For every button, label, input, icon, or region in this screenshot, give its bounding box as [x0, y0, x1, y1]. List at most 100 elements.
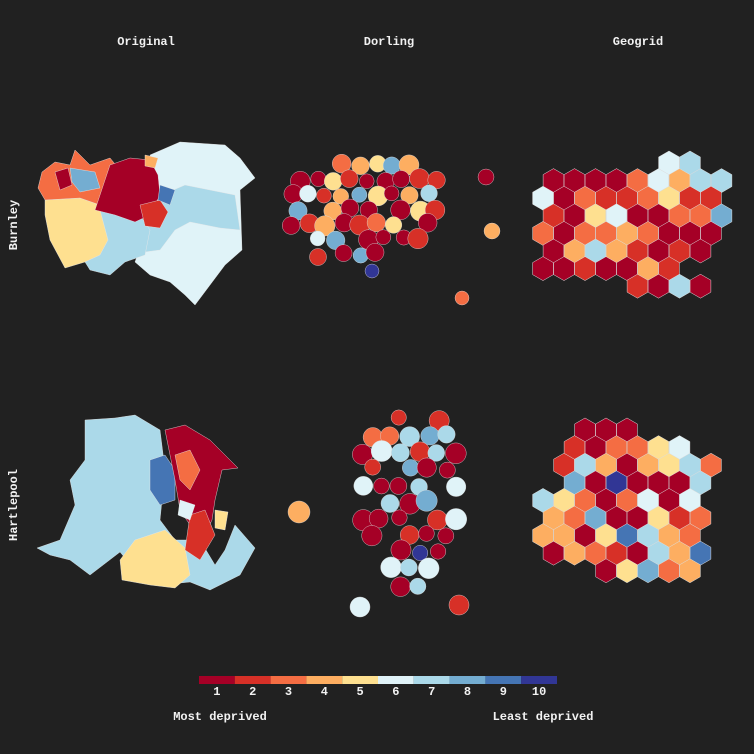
dorling-circle — [282, 216, 301, 235]
legend-label: 6 — [392, 685, 399, 699]
dorling-circle — [407, 228, 429, 249]
dorling-circle — [412, 545, 429, 561]
legend-swatch — [270, 676, 307, 684]
dorling-circle — [391, 509, 408, 526]
dorling-circle — [299, 185, 317, 203]
dorling-circle — [351, 186, 368, 203]
dorling-circle — [353, 476, 374, 496]
legend-label: 4 — [321, 685, 328, 699]
column-title: Geogrid — [613, 35, 663, 49]
dorling-circle — [448, 594, 470, 616]
dorling-circle — [445, 508, 467, 531]
dorling-circle — [427, 171, 446, 190]
geogrid-hex — [689, 273, 712, 299]
area — [214, 509, 229, 531]
dorling-circle — [380, 494, 400, 513]
area — [177, 499, 196, 521]
dorling-circle — [369, 508, 389, 529]
legend-label: 8 — [464, 685, 471, 699]
dorling-circle — [326, 230, 346, 250]
dorling-circle — [420, 184, 438, 202]
dorling-circle — [332, 188, 349, 205]
dorling-circle — [351, 156, 370, 175]
dorling-circle — [324, 172, 343, 191]
legend-label: 9 — [500, 685, 507, 699]
row-label: Hartlepool — [7, 469, 21, 541]
dorling-circle — [445, 442, 467, 464]
legend-swatch — [485, 676, 522, 684]
dorling-circle — [287, 500, 311, 524]
dorling-circle — [365, 243, 385, 262]
legend-swatch — [378, 676, 414, 684]
legend-swatch — [521, 676, 557, 684]
dorling-circle — [359, 173, 375, 189]
legend-low: Most deprived — [173, 710, 267, 724]
dorling-circle — [383, 185, 400, 202]
dorling-circle — [373, 477, 390, 495]
area — [184, 509, 216, 561]
dorling-circle — [400, 186, 419, 205]
dorling-circle — [366, 213, 386, 233]
dorling-circle — [316, 187, 332, 204]
dorling-circle — [340, 169, 359, 188]
legend-swatch — [413, 676, 450, 684]
dorling-circle — [310, 171, 327, 187]
dorling-circle — [375, 229, 391, 245]
dorling-circle — [364, 458, 381, 476]
column-title: Original — [117, 35, 175, 49]
dorling-circle — [364, 263, 380, 279]
legend-high: Least deprived — [493, 710, 594, 724]
legend-label: 7 — [428, 685, 435, 699]
dorling-circle — [391, 443, 410, 462]
dorling-circle — [454, 290, 470, 306]
dorling-circle — [309, 230, 326, 247]
area — [139, 199, 169, 229]
legend-swatch — [306, 676, 343, 684]
dorling-circle — [409, 577, 427, 595]
dorling-circle — [402, 459, 420, 477]
dorling-circle — [430, 543, 447, 560]
dorling-circle — [389, 477, 408, 495]
dorling-circle — [415, 489, 438, 512]
burnley-original — [37, 141, 256, 306]
dorling-circle — [332, 154, 352, 174]
area — [69, 167, 101, 193]
legend-label: 10 — [532, 685, 546, 699]
dorling-circle — [420, 426, 440, 446]
dorling-circle — [349, 596, 371, 618]
row-label: Burnley — [7, 200, 21, 250]
dorling-circle — [385, 216, 403, 234]
legend-swatch — [199, 676, 235, 684]
legend-label: 1 — [213, 685, 220, 699]
area — [119, 529, 191, 589]
dorling-circle — [400, 558, 418, 577]
dorling-circle — [437, 425, 456, 444]
dorling-circle — [380, 556, 402, 578]
dorling-circle — [361, 525, 383, 547]
dorling-circle — [437, 527, 455, 545]
dorling-circle — [334, 244, 353, 262]
dorling-circle — [390, 409, 407, 426]
dorling-circle — [390, 576, 411, 597]
dorling-circle — [390, 539, 412, 561]
dorling-circle — [483, 222, 501, 240]
area — [157, 184, 176, 206]
geogrid-hex — [679, 558, 701, 584]
legend-swatch — [342, 676, 378, 684]
dorling-circle — [418, 557, 440, 579]
dorling-circle — [439, 461, 456, 479]
geogrid-hex — [689, 238, 712, 264]
dorling-circle — [418, 213, 438, 233]
dorling-circle — [399, 426, 420, 447]
dorling-circle — [370, 440, 393, 462]
area — [54, 167, 73, 191]
legend-label: 3 — [285, 685, 292, 699]
dorling-circle — [398, 154, 420, 176]
dorling-circle — [446, 476, 467, 497]
legend-label: 5 — [356, 685, 363, 699]
legend-label: 2 — [249, 685, 256, 699]
area — [174, 449, 201, 491]
dorling-circle — [392, 170, 410, 188]
